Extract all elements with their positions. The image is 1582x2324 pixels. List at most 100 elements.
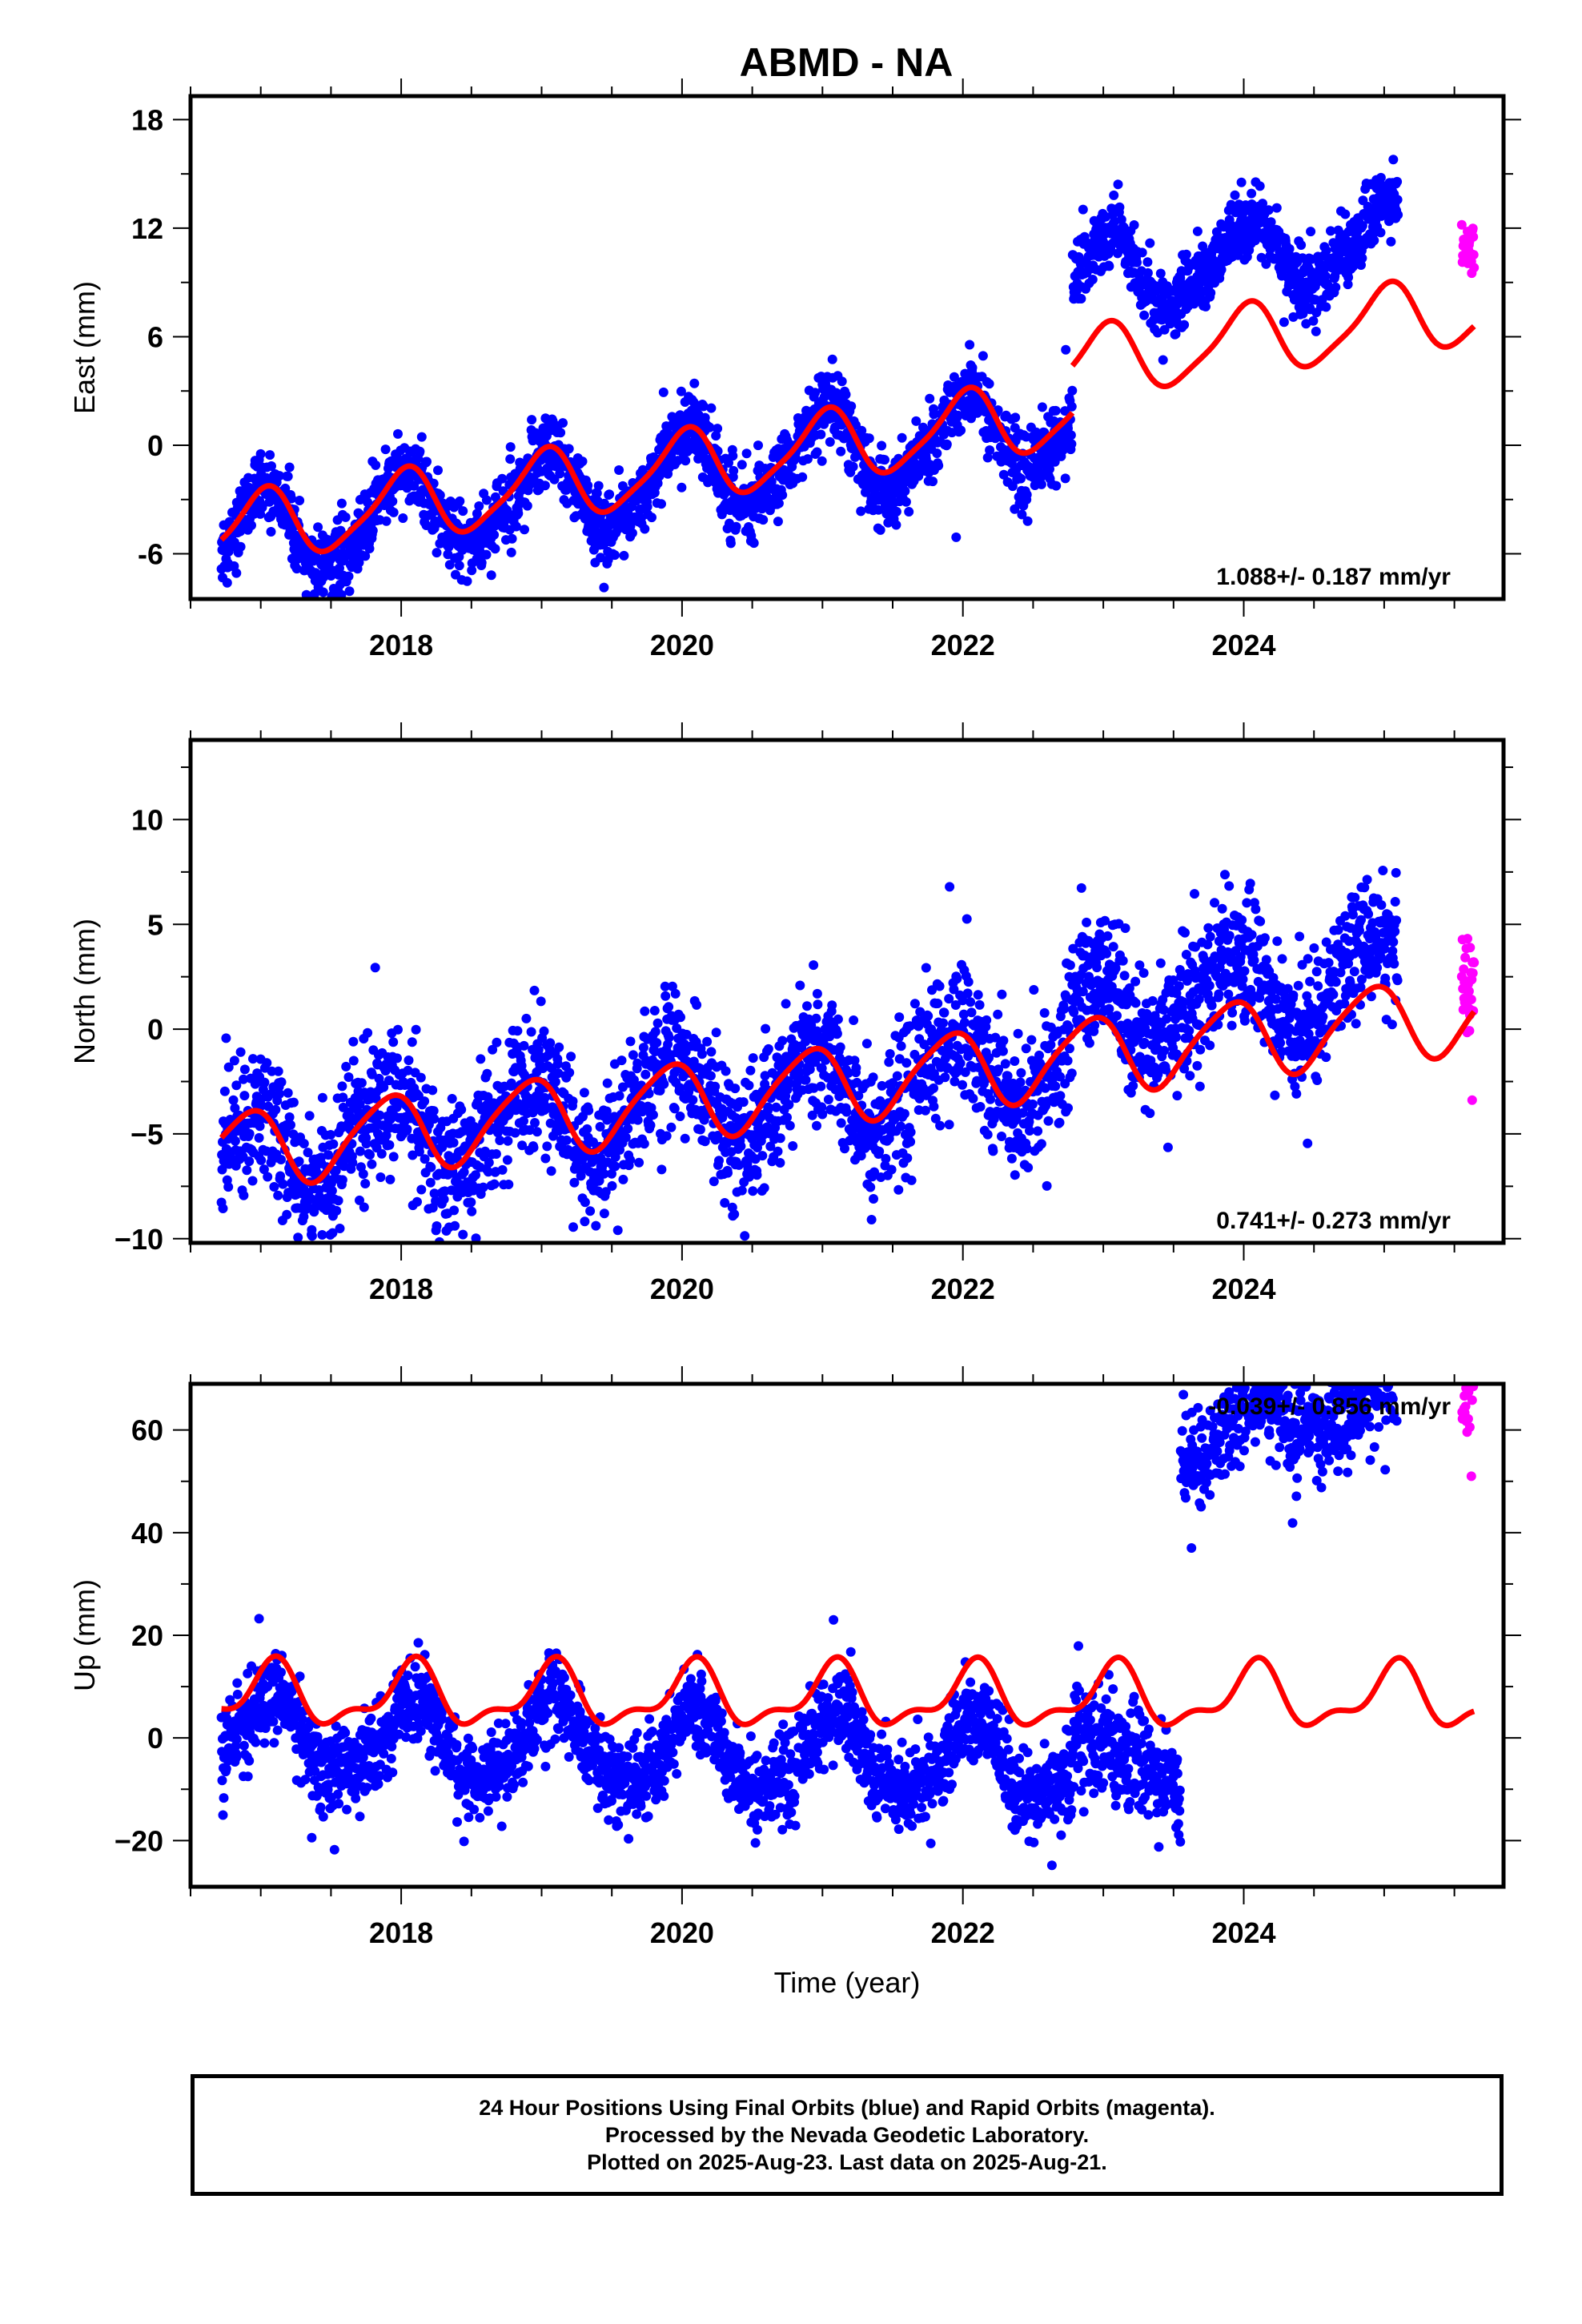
final-orbit-point (323, 1150, 334, 1160)
final-orbit-point (276, 1155, 286, 1164)
final-orbit-point (737, 460, 747, 470)
final-orbit-point (966, 1007, 977, 1018)
final-orbit-point (381, 1130, 391, 1140)
final-orbit-point (642, 501, 652, 512)
final-orbit-point (550, 1076, 560, 1087)
final-orbit-point (885, 1049, 895, 1059)
final-orbit-point (677, 482, 687, 493)
final-orbit-point (897, 432, 907, 443)
final-orbit-point (467, 565, 477, 576)
final-orbit-point (338, 1092, 348, 1103)
final-orbit-point (556, 428, 566, 438)
final-orbit-point (797, 472, 808, 482)
final-orbit-point (563, 1144, 573, 1155)
final-orbit-point (360, 551, 371, 561)
final-orbit-point (900, 486, 910, 497)
final-orbit-point (676, 386, 686, 396)
y-tick-label: −5 (130, 1118, 163, 1151)
final-orbit-point (568, 1222, 578, 1232)
final-orbit-point (566, 1051, 576, 1062)
y-tick-label: 12 (131, 212, 163, 245)
final-orbit-point (393, 1024, 403, 1035)
final-orbit-point (1010, 1170, 1020, 1180)
final-orbit-point (1016, 473, 1026, 484)
x-tick-label: 2018 (369, 1273, 433, 1305)
final-orbit-point (1055, 1072, 1065, 1082)
final-orbit-point (222, 577, 232, 588)
final-orbit-point (628, 1050, 638, 1060)
y-tick-label: 18 (131, 103, 163, 136)
y-axis-label: North (mm) (68, 919, 101, 1064)
final-orbit-point (730, 1084, 741, 1094)
final-orbit-point (848, 461, 858, 472)
final-orbit-point (254, 1132, 264, 1143)
final-orbit-point (728, 451, 738, 461)
final-orbit-point (811, 1013, 821, 1023)
final-orbit-point (577, 456, 588, 467)
final-orbit-point (578, 1112, 588, 1122)
final-orbit-point (757, 1151, 768, 1161)
final-orbit-point (242, 1165, 252, 1176)
final-orbit-point (331, 1301, 340, 1311)
final-orbit-point (1046, 1022, 1056, 1032)
final-orbit-point (827, 1000, 837, 1011)
final-orbit-point (235, 541, 246, 552)
final-orbit-point (385, 1174, 396, 1184)
final-orbit-point (1045, 464, 1054, 474)
final-orbit-point (282, 1209, 292, 1220)
final-orbit-point (620, 1132, 631, 1143)
final-orbit-point (301, 589, 311, 599)
final-orbit-point (596, 553, 606, 563)
final-orbit-point (1311, 326, 1321, 336)
final-orbit-point (348, 1055, 359, 1066)
final-orbit-point (263, 1172, 273, 1182)
final-orbit-point (752, 1170, 762, 1180)
final-orbit-point (939, 1007, 950, 1018)
final-orbit-point (1139, 310, 1150, 320)
final-orbit-point (1060, 406, 1070, 416)
final-orbit-point (223, 1182, 234, 1192)
final-orbit-point (554, 1042, 564, 1052)
final-orbit-point (773, 1146, 783, 1156)
final-orbit-point (381, 516, 391, 526)
final-orbit-point (869, 1194, 878, 1204)
final-orbit-point (993, 1009, 1003, 1019)
final-orbit-point (412, 1196, 422, 1207)
final-orbit-point (639, 1139, 649, 1149)
final-orbit-point (658, 387, 669, 397)
final-orbit-point (1369, 235, 1379, 246)
final-orbit-point (299, 1212, 309, 1222)
final-orbit-point (975, 1102, 986, 1112)
final-orbit-point (375, 1172, 386, 1182)
final-orbit-point (1393, 210, 1403, 220)
final-orbit-point (614, 465, 624, 475)
final-orbit-point (817, 1102, 827, 1112)
final-orbit-point (481, 495, 492, 505)
final-orbit-point (592, 488, 602, 498)
final-orbit-point (1289, 295, 1299, 305)
final-orbit-point (287, 493, 296, 504)
final-orbit-point (1027, 1099, 1038, 1109)
final-orbit-point (632, 1058, 643, 1068)
final-orbit-point (259, 1077, 270, 1088)
final-orbit-point (1033, 1126, 1043, 1136)
final-orbit-point (347, 1157, 358, 1168)
final-orbit-point (817, 1109, 828, 1120)
final-orbit-point (934, 460, 944, 471)
final-orbit-point (1087, 275, 1098, 284)
final-orbit-point (810, 388, 821, 398)
final-orbit-point (713, 424, 723, 434)
final-orbit-point (758, 515, 769, 525)
final-orbit-point (618, 1174, 628, 1184)
final-orbit-point (553, 1068, 564, 1079)
final-orbit-point (1051, 480, 1062, 491)
final-orbit-point (785, 1078, 795, 1088)
plot-frame (188, 94, 1506, 601)
final-orbit-point (439, 1194, 449, 1204)
final-orbit-point (737, 1185, 747, 1196)
final-orbit-point (337, 1175, 347, 1185)
final-orbit-point (263, 1101, 274, 1112)
final-orbit-point (741, 448, 752, 459)
final-orbit-point (309, 600, 319, 609)
